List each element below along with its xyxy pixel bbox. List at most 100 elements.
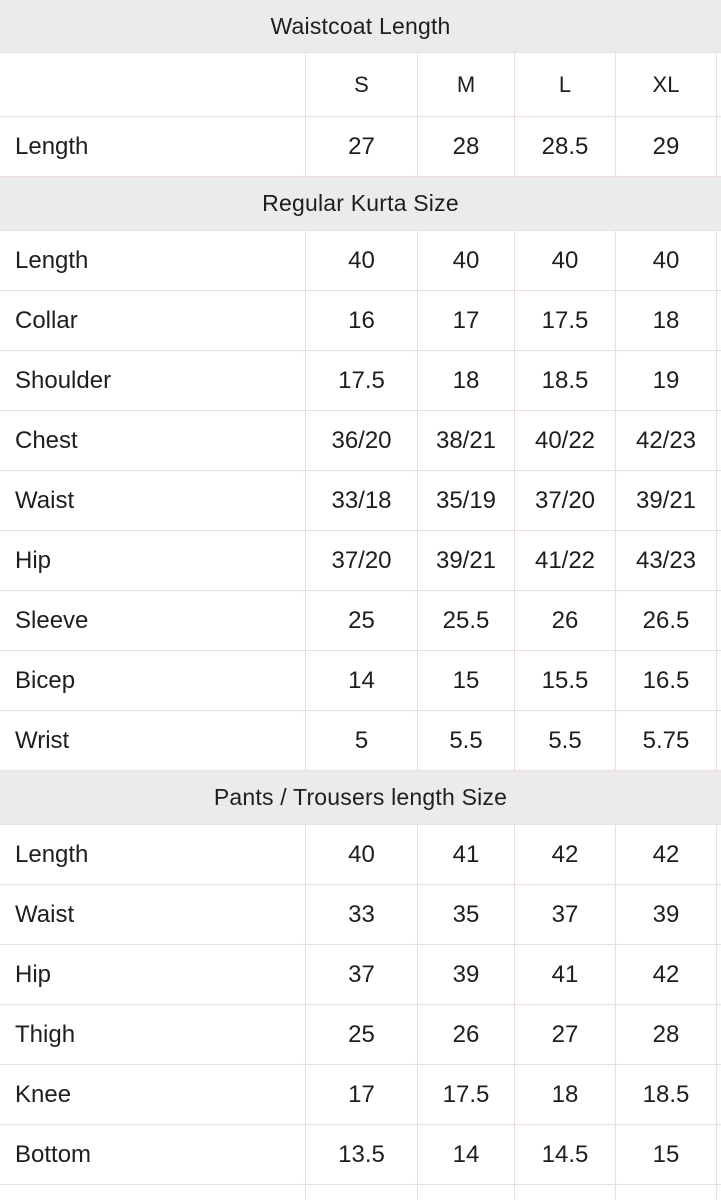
cropped-column-edge [716,531,721,590]
row-label: Thigh [15,1020,76,1048]
cell-value: 14 [305,651,417,710]
table-row: Bottom 13.5 14 14.5 15 [0,1125,721,1185]
cell-value: 40 [305,231,417,290]
cell-value: 37/20 [305,531,417,590]
cell-value: 25 [305,1005,417,1064]
cell-value [305,1185,417,1200]
cell-value: 18 [417,351,514,410]
cell-value: 42 [615,945,716,1004]
cell-value: 16.5 [615,651,716,710]
cropped-column-edge [716,231,721,290]
cell-value: 15 [417,651,514,710]
cell-value: 5.75 [615,711,716,770]
section-header: Pants / Trousers length Size [0,771,721,825]
cell-value: 39 [417,945,514,1004]
cell-value: 41/22 [514,531,615,590]
cell-value: 13.5 [305,1125,417,1184]
row-label: Length [15,132,89,160]
cell-value: 40 [615,231,716,290]
row-label: Wrist [15,726,70,754]
cell-value: 28 [417,117,514,176]
size-column-header: S [305,53,417,116]
cell-value: 33/18 [305,471,417,530]
cell-value: 39/21 [615,471,716,530]
cell-value: 37 [305,945,417,1004]
cropped-column-edge [716,1005,721,1064]
table-row: Waist 33 35 37 39 [0,885,721,945]
cell-value: 5.5 [514,711,615,770]
cell-value: 18 [615,291,716,350]
cell-value: 18.5 [615,1065,716,1124]
cell-value: 40 [417,231,514,290]
size-header-row: S M L XL [0,53,721,117]
cell-value: 40 [305,825,417,884]
cell-value: 18 [514,1065,615,1124]
cell-value: 25 [305,591,417,650]
table-row: Length 27 28 28.5 29 [0,117,721,177]
row-label: Length [15,840,89,868]
table-row: Thigh 25 26 27 28 [0,1005,721,1065]
row-label: Waist [15,900,75,928]
cell-value: 5.5 [417,711,514,770]
cell-value: 39 [615,885,716,944]
cell-value: 17 [305,1065,417,1124]
cell-value: 25.5 [417,591,514,650]
cell-value: 37/20 [514,471,615,530]
cell-value: 39/21 [417,531,514,590]
cropped-column-edge [716,53,721,116]
table-row: Shoulder 17.5 18 18.5 19 [0,351,721,411]
row-label: Collar [15,306,78,334]
cell-value: 26.5 [615,591,716,650]
section-title: Pants / Trousers length Size [213,784,508,810]
cell-value: 29 [615,117,716,176]
table-row: Hip 37 39 41 42 [0,945,721,1005]
cell-value: 43/23 [615,531,716,590]
cell-value: 38/21 [417,411,514,470]
cell-value: 17.5 [305,351,417,410]
cell-value: 15.5 [514,651,615,710]
cropped-column-edge [716,945,721,1004]
row-label: Length [15,246,89,274]
cropped-column-edge [716,291,721,350]
row-label: Bottom [15,1140,92,1168]
size-header-spacer [0,53,305,116]
cropped-column-edge [716,1185,721,1200]
cropped-column-edge [716,1065,721,1124]
cell-value: 35/19 [417,471,514,530]
table-row: Wrist 5 5.5 5.5 5.75 [0,711,721,771]
cell-value: 17 [417,291,514,350]
size-column-header: XL [615,53,716,116]
cell-value [417,1185,514,1200]
cell-value: 27 [305,117,417,176]
table-row: Collar 16 17 17.5 18 [0,291,721,351]
cell-value: 15 [615,1125,716,1184]
cell-value [514,1185,615,1200]
cell-value: 16 [305,291,417,350]
cropped-column-edge [716,411,721,470]
cell-value: 28 [615,1005,716,1064]
table-row: Knee 17 17.5 18 18.5 [0,1065,721,1125]
cell-value: 17.5 [514,291,615,350]
section-title: Waistcoat Length [270,12,451,39]
cropped-column-edge [716,351,721,410]
row-label: Sleeve [15,606,89,634]
cropped-column-edge [716,117,721,176]
cell-value: 14 [417,1125,514,1184]
cropped-column-edge [716,825,721,884]
row-label: Knee [15,1080,72,1108]
cell-value: 18.5 [514,351,615,410]
cell-value: 27 [514,1005,615,1064]
cell-value: 5 [305,711,417,770]
cropped-column-edge [716,885,721,944]
cell-value: 14.5 [514,1125,615,1184]
row-label: Bicep [15,666,76,694]
cell-value: 40/22 [514,411,615,470]
cell-value: 42 [615,825,716,884]
cell-value: 33 [305,885,417,944]
size-column-header: L [514,53,615,116]
cell-value: 36/20 [305,411,417,470]
cropped-column-edge [716,1125,721,1184]
cell-value: 40 [514,231,615,290]
cropped-column-edge [716,471,721,530]
